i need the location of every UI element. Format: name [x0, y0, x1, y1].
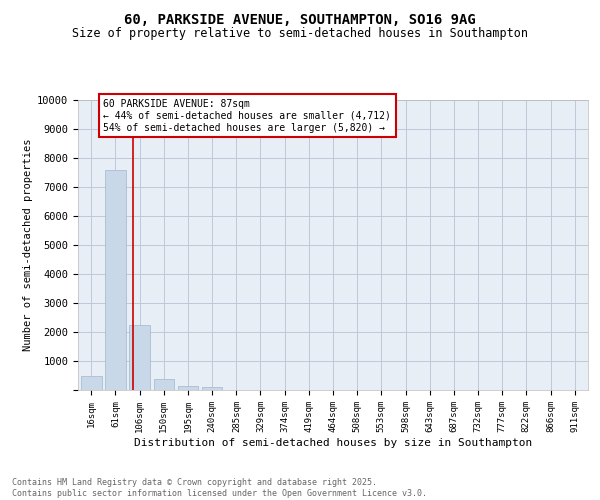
Bar [105, 170, 126, 390]
Bar [178, 386, 198, 390]
Text: 60 PARKSIDE AVENUE: 87sqm
← 44% of semi-detached houses are smaller (4,712)
54% : 60 PARKSIDE AVENUE: 87sqm ← 44% of semi-… [103, 100, 391, 132]
Bar [81, 376, 101, 390]
Text: 60, PARKSIDE AVENUE, SOUTHAMPTON, SO16 9AG: 60, PARKSIDE AVENUE, SOUTHAMPTON, SO16 9… [124, 12, 476, 26]
Text: Size of property relative to semi-detached houses in Southampton: Size of property relative to semi-detach… [72, 28, 528, 40]
X-axis label: Distribution of semi-detached houses by size in Southampton: Distribution of semi-detached houses by … [134, 438, 532, 448]
Bar [202, 386, 223, 390]
Bar [130, 326, 150, 390]
Y-axis label: Number of semi-detached properties: Number of semi-detached properties [23, 138, 33, 352]
Text: Contains HM Land Registry data © Crown copyright and database right 2025.
Contai: Contains HM Land Registry data © Crown c… [12, 478, 427, 498]
Bar [154, 380, 174, 390]
